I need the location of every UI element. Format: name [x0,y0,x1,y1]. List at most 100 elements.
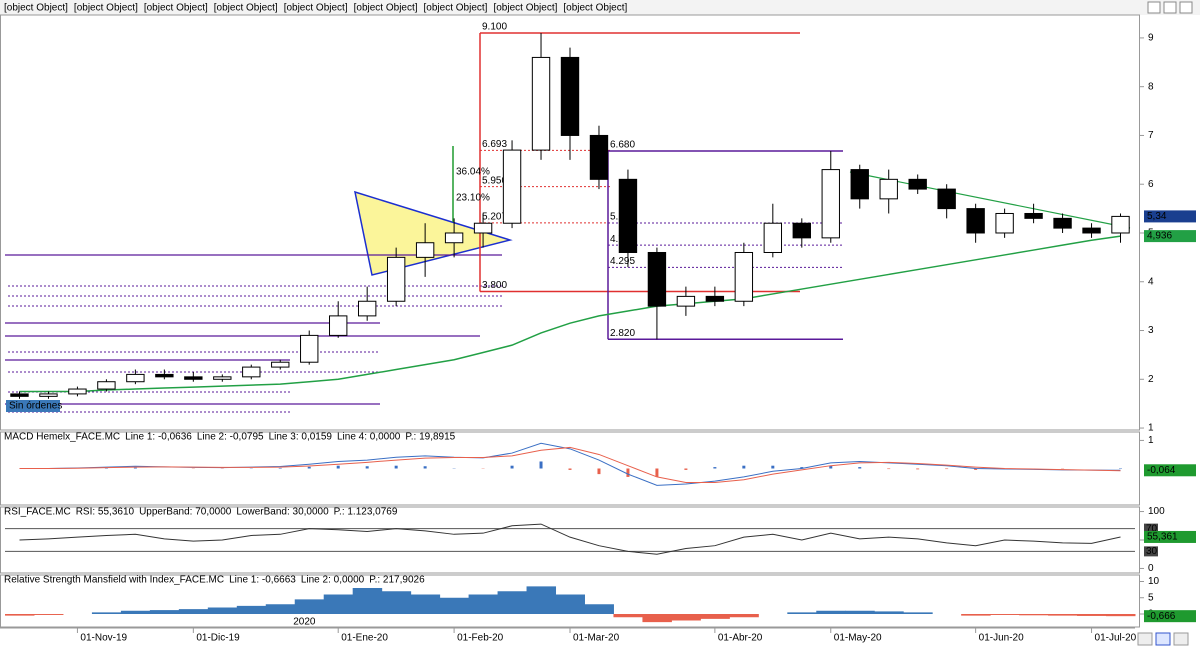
band-box [1144,546,1158,557]
area-bar [1106,614,1136,617]
window-controls[interactable] [1147,1,1193,14]
area-bar [91,612,122,614]
area-bar [700,614,730,619]
area-bar [178,609,209,614]
y-tick-label: 100 [1148,506,1165,517]
last-value-box [1144,610,1196,623]
area-bar [1019,614,1049,616]
toolbar-button[interactable] [1137,632,1153,646]
area-bar [352,588,383,614]
header-text: [object Object] [424,3,488,14]
candle-body [329,315,348,336]
y-tick-label: 0 [1148,563,1154,574]
candle-body [705,295,725,302]
area-bar [323,594,354,614]
band-label: 30 [1146,546,1158,557]
candle-body [300,334,319,363]
triangle-drawing [354,190,513,276]
note: 23.10% [456,193,490,204]
header-text: [object Object] [214,3,278,14]
candle-body [213,376,232,380]
candle-body [995,212,1014,234]
candle-body [10,393,29,397]
maximize-button[interactable] [1163,1,1177,14]
area-bar [265,604,296,614]
candle-body [676,295,696,307]
panel-frame [0,574,1140,628]
legend-text: MACD Hemelx_FACE.MC [4,432,120,443]
legend-text: Line 4: 0,0000 [337,432,401,443]
area-bar [526,586,557,614]
legend-text: Line 1: -0,0636 [125,432,192,443]
bottom-toolbar[interactable] [1137,632,1189,646]
level-label: 5.950 [482,175,507,186]
legend-text: Line 3: 0,0159 [269,432,333,443]
area-bar [671,614,701,621]
candle-body [821,169,840,239]
header-text: [object Object] [4,3,68,14]
area-bar [990,614,1020,615]
toolbar-button[interactable] [1173,632,1189,646]
candle-body [242,366,261,378]
x-tick-label: 01-May-20 [834,633,882,644]
y-tick-label: 1 [1148,423,1154,434]
minimize-button[interactable] [1147,1,1161,14]
legend-text: UpperBand: 70,0000 [139,507,232,518]
area-bar [468,594,499,614]
candle-body [908,178,927,190]
level-label: 5.207 [482,212,507,223]
candle-body [155,373,174,378]
area-bar [236,605,267,614]
band-box [1144,523,1158,534]
candle-body [357,300,377,317]
last-value-box [1144,464,1196,477]
area-bar [294,599,325,614]
toolbar-button[interactable] [1155,632,1171,646]
candle-body [271,361,290,368]
candle-body [966,208,985,234]
area-bar [642,614,672,623]
header-text: [object Object] [144,3,208,14]
area-bar [903,612,933,614]
level-label: 6.693 [482,139,507,150]
candle-body [415,242,435,258]
area-bar [816,610,846,614]
candle-body [184,376,203,380]
last-value-box [1144,230,1196,243]
area-bar [207,607,238,614]
y-tick-label: 4 [1148,276,1154,287]
y-tick-label: 5 [1148,592,1154,603]
y-tick-label: 7 [1148,130,1154,141]
candle-body [879,178,898,200]
area-bar [874,611,904,614]
candle-body [97,381,116,390]
legend-text: RSI: 55,3610 [76,507,135,518]
last-value-label: 55,361 [1147,532,1178,543]
y-tick-label: 9 [1148,33,1154,44]
area-bar [381,591,412,614]
level-label: 9.100 [482,22,507,33]
area-bar [410,594,441,614]
candle-body [386,256,406,302]
last-value-label: -0,064 [1147,465,1176,476]
candle-body [502,149,522,224]
x-tick-label: 01-Feb-20 [457,633,504,644]
area-bar [613,614,643,618]
plot: [object Object] [object Object] [object Ob… [0,3,1196,644]
panel-frame [0,14,1140,431]
last-value-label: 5,34 [1147,211,1167,222]
y-tick-label: 10 [1148,576,1160,587]
candle-body [126,373,145,383]
legend-text: P.: 217,9026 [369,575,425,586]
candle-body [1111,215,1130,234]
candle-body [589,134,609,180]
legend-text: Line 2: 0,0000 [301,575,365,586]
legend-text: P.: 19,8915 [405,432,455,443]
header-text: [object Object] [284,3,348,14]
close-button[interactable] [1179,1,1193,14]
last-value-box [1144,530,1196,543]
candle-body [1024,212,1043,219]
legend-text: RSI_FACE.MC [4,507,71,518]
candle-body [763,222,783,253]
